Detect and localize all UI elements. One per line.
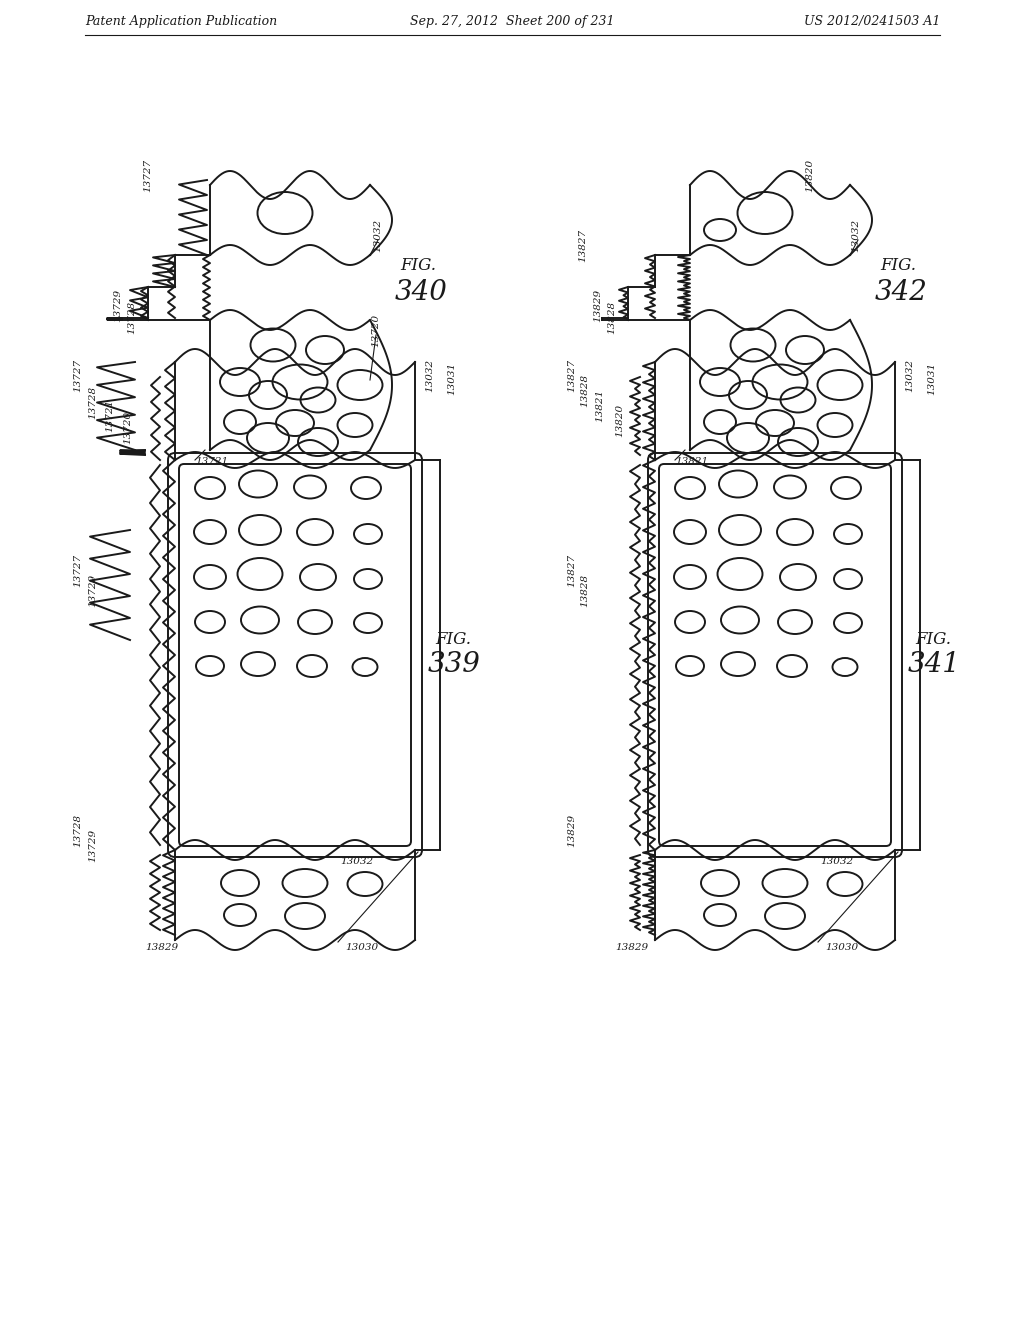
Text: 13030: 13030 — [345, 944, 378, 953]
Text: 13827: 13827 — [579, 228, 588, 261]
Text: 13828: 13828 — [581, 573, 590, 607]
Text: 13821: 13821 — [675, 458, 709, 466]
Text: 13721: 13721 — [195, 458, 228, 466]
Text: 13827: 13827 — [567, 359, 577, 392]
Text: FIG.: FIG. — [880, 256, 916, 273]
Text: 13032: 13032 — [820, 858, 853, 866]
Text: 13828: 13828 — [581, 374, 590, 407]
Text: 13032: 13032 — [852, 218, 860, 252]
Text: 13032: 13032 — [374, 218, 383, 252]
Text: 13829: 13829 — [567, 813, 577, 846]
Text: FIG.: FIG. — [400, 256, 436, 273]
Text: 13032: 13032 — [340, 858, 373, 866]
Text: 13728: 13728 — [128, 301, 136, 334]
Text: 13729: 13729 — [114, 289, 123, 322]
Text: 13829: 13829 — [594, 289, 602, 322]
Text: FIG.: FIG. — [435, 631, 471, 648]
Text: 13827: 13827 — [567, 553, 577, 586]
Text: 13829: 13829 — [145, 944, 178, 953]
Text: 13821: 13821 — [596, 388, 604, 421]
Text: 13729: 13729 — [88, 573, 97, 607]
Text: 13829: 13829 — [615, 944, 648, 953]
Text: 341: 341 — [908, 652, 961, 678]
Text: Sep. 27, 2012  Sheet 200 of 231: Sep. 27, 2012 Sheet 200 of 231 — [410, 16, 614, 29]
Text: US 2012/0241503 A1: US 2012/0241503 A1 — [804, 16, 940, 29]
Text: 13032: 13032 — [905, 359, 914, 392]
Text: 340: 340 — [395, 279, 447, 305]
Text: 13727: 13727 — [74, 359, 83, 392]
Text: 13030: 13030 — [825, 944, 858, 953]
Text: FIG.: FIG. — [915, 631, 951, 648]
Text: 13032: 13032 — [426, 359, 434, 392]
Text: 13820: 13820 — [615, 404, 625, 437]
Text: 13727: 13727 — [143, 158, 153, 191]
Text: 13031: 13031 — [447, 362, 457, 395]
Text: 13728: 13728 — [88, 385, 97, 418]
Text: 13720: 13720 — [372, 313, 381, 347]
Text: 13828: 13828 — [607, 301, 616, 334]
Text: 13720: 13720 — [124, 411, 132, 444]
Text: 13728: 13728 — [74, 813, 83, 846]
Text: 13721: 13721 — [105, 399, 115, 432]
Text: 13031: 13031 — [928, 362, 937, 395]
Text: 342: 342 — [874, 279, 928, 305]
Text: 339: 339 — [428, 652, 481, 678]
Text: 13729: 13729 — [88, 829, 97, 862]
Text: 13727: 13727 — [74, 553, 83, 586]
Text: 13820: 13820 — [806, 158, 814, 191]
Text: Patent Application Publication: Patent Application Publication — [85, 16, 278, 29]
